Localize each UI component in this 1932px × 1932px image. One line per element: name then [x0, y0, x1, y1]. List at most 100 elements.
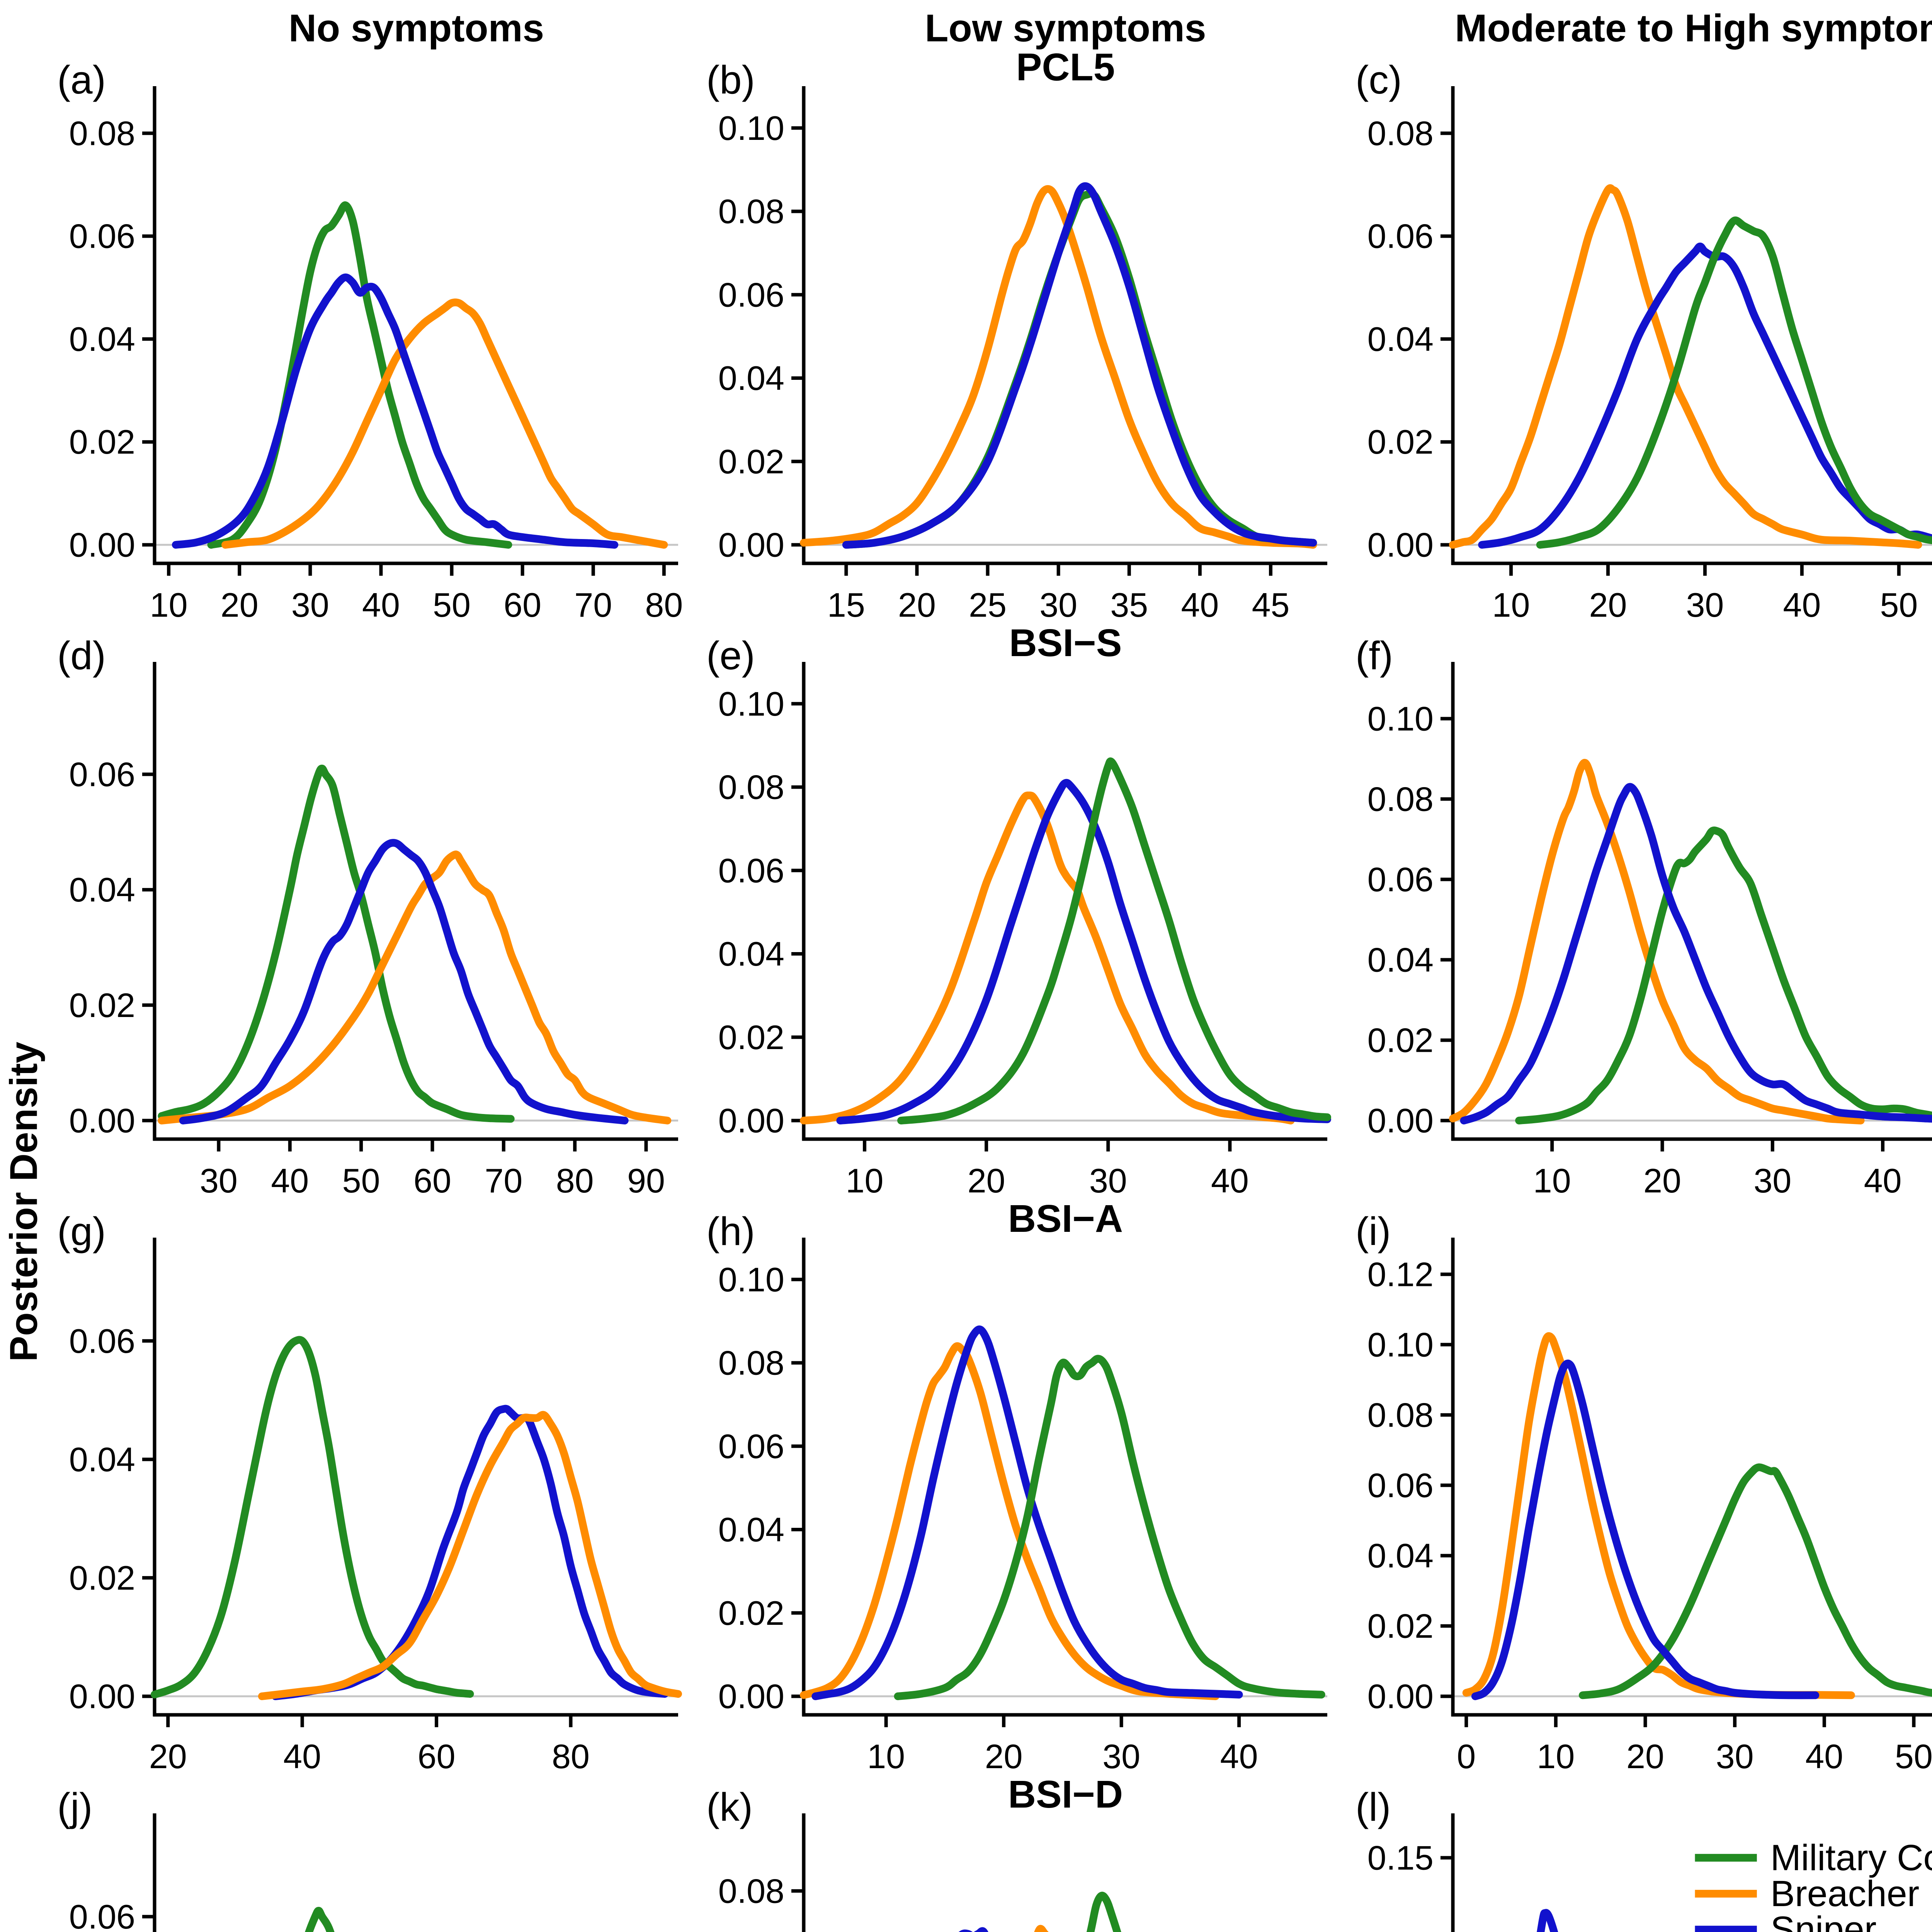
- x-tick-label: 60: [418, 1737, 456, 1776]
- curve-sniper: [811, 1325, 1243, 1700]
- column-header-no-symptoms: No symptoms: [288, 7, 544, 50]
- curve-sniper: [836, 779, 1331, 1124]
- y-ticks: 0.00 0.02 0.04 0.06: [69, 1322, 155, 1716]
- x-tick-label: 70: [574, 586, 612, 624]
- x-tick-label: 20: [1589, 586, 1627, 624]
- y-tick-label: 0.00: [1367, 1102, 1434, 1140]
- x-tick-label: 30: [1716, 1737, 1754, 1776]
- y-tick-label: 0.00: [69, 1102, 135, 1140]
- panel-c: 0.00 0.02 0.04 0.06 0.08 10 20 30 40 50 (c): [1355, 58, 1932, 624]
- y-tick-label: 0.02: [1367, 1607, 1434, 1645]
- y-tick-label: 0.04: [718, 935, 784, 973]
- curve-military-control: [894, 1355, 1325, 1700]
- panel-letter: (a): [57, 58, 106, 102]
- x-tick-label: 20: [968, 1162, 1005, 1200]
- curve-military-control: [305, 1906, 335, 1932]
- y-tick-label: 0.02: [718, 1594, 784, 1632]
- y-ticks: 0.00 0.02 0.04 0.06 0.08 0.10: [718, 109, 804, 564]
- y-tick-label: 0.00: [718, 1102, 784, 1140]
- x-tick-label: 20: [1643, 1162, 1681, 1200]
- panel-letter: (j): [57, 1785, 92, 1829]
- panel-a: 0.00 0.02 0.04 0.06 0.08 10 20 30 40 50 60 70 80 (a): [57, 58, 683, 624]
- panels-grid: 0.00 0.02 0.04 0.06 0.08 10 20 30 40 50 60 70 80 (a) 0…: [50, 50, 1932, 1932]
- y-tick-label: 0.04: [718, 359, 784, 397]
- curve-breacher: [800, 791, 1295, 1124]
- curve-military-control: [897, 757, 1331, 1124]
- y-tick-label: 0.04: [69, 1440, 135, 1478]
- y-ticks: 0.00 0.02 0.04 0.06 0.08 0.10: [718, 685, 804, 1140]
- curve-sniper: [172, 273, 619, 549]
- y-tick-label: 0.06: [1367, 217, 1434, 255]
- y-tick-label: 0.00: [1367, 1677, 1434, 1716]
- curve-breacher: [221, 298, 668, 549]
- x-tick-label: 20: [898, 586, 936, 624]
- x-tick-label: 45: [1252, 586, 1290, 624]
- y-tick-label: 0.04: [1367, 320, 1434, 358]
- x-tick-label: 30: [1089, 1162, 1127, 1200]
- column-headers: No symptoms Low symptoms Moderate to Hig…: [50, 0, 1932, 51]
- y-tick-label: 0.12: [1367, 1255, 1434, 1293]
- panel-g: 0.00 0.02 0.04 0.06 20 40 60 80 (g): [57, 1209, 682, 1776]
- x-tick-label: 30: [200, 1162, 238, 1200]
- x-tick-label: 70: [485, 1162, 522, 1200]
- y-ticks: 0.000.050.100.15: [1367, 1838, 1453, 1877]
- y-tick-label: 0.08: [69, 114, 135, 152]
- x-tick-label: 25: [969, 586, 1007, 624]
- panel-letter: (e): [706, 633, 755, 678]
- y-tick-label: 0.02: [69, 1559, 135, 1597]
- panel-b: 0.00 0.02 0.04 0.06 0.08 0.10 15 20 25 30 35 40 45 (b…: [706, 50, 1327, 624]
- panel-letter: (g): [57, 1209, 106, 1253]
- legend: Military ControlBreacherSniper: [1695, 1837, 1932, 1932]
- x-ticks: 10 20 30 40 50: [1492, 563, 1918, 624]
- legend-label-sniper: Sniper: [1770, 1909, 1877, 1932]
- curve-military-control: [1578, 1463, 1932, 1699]
- y-tick-label: 0.06: [69, 1898, 135, 1932]
- x-ticks: 30 40 50 60 70 80 90: [200, 1139, 665, 1200]
- y-tick-label: 0.10: [718, 685, 784, 723]
- x-ticks: 15 20 25 30 35 40 45: [827, 563, 1290, 624]
- y-tick-label: 0.02: [69, 423, 135, 461]
- curve-breacher: [1462, 1332, 1855, 1699]
- curve-sniper: [842, 182, 1317, 549]
- curve-breacher: [258, 1411, 682, 1700]
- column-header-moderate-high-symptoms: Moderate to High symptoms: [1455, 7, 1932, 50]
- y-tick-label: 0.06: [718, 1427, 784, 1465]
- x-tick-label: 50: [433, 586, 471, 624]
- x-tick-label: 40: [283, 1737, 321, 1776]
- column-header-low-symptoms: Low symptoms: [925, 7, 1206, 50]
- y-tick-label: 0.06: [1367, 860, 1434, 898]
- y-tick-label: 0.02: [69, 986, 135, 1024]
- x-tick-label: 30: [1039, 586, 1077, 624]
- x-ticks: 0 10 20 30 40 50: [1457, 1715, 1932, 1776]
- x-tick-label: 10: [1492, 586, 1530, 624]
- x-tick-label: 80: [552, 1737, 590, 1776]
- y-ticks: 0.000.020.040.06: [69, 1898, 155, 1932]
- x-tick-label: 10: [846, 1162, 884, 1200]
- y-tick-label: 0.08: [718, 192, 784, 231]
- scale-title-bsi-s: BSI−S: [1009, 626, 1122, 665]
- y-tick-label: 0.08: [718, 768, 784, 806]
- curve-military-control: [151, 1336, 474, 1699]
- x-tick-label: 40: [1181, 586, 1219, 624]
- x-tick-label: 20: [1626, 1737, 1664, 1776]
- y-tick-label: 0.00: [69, 1677, 135, 1716]
- x-tick-label: 20: [985, 1737, 1023, 1776]
- x-tick-label: 40: [362, 586, 400, 624]
- x-tick-label: 10: [867, 1737, 905, 1776]
- panel-i: 0.00 0.02 0.04 0.06 0.08 0.10 0.12 0 10 20 30 40 50 (…: [1355, 1209, 1932, 1776]
- y-tick-label: 0.06: [69, 755, 135, 793]
- y-tick-label: 0.06: [69, 1322, 135, 1360]
- y-tick-label: 0.10: [1367, 1325, 1434, 1364]
- curve-breacher: [800, 1342, 1219, 1700]
- x-tick-label: 60: [413, 1162, 451, 1200]
- x-tick-label: 35: [1110, 586, 1148, 624]
- x-tick-label: 20: [221, 586, 259, 624]
- y-tick-label: 0.06: [69, 217, 135, 255]
- y-tick-label: 0.10: [1367, 699, 1434, 738]
- y-tick-label: 0.04: [69, 871, 135, 909]
- panel-letter: (i): [1355, 1209, 1391, 1253]
- x-tick-label: 30: [291, 586, 329, 624]
- scale-title-pcl5: PCL5: [1016, 50, 1115, 89]
